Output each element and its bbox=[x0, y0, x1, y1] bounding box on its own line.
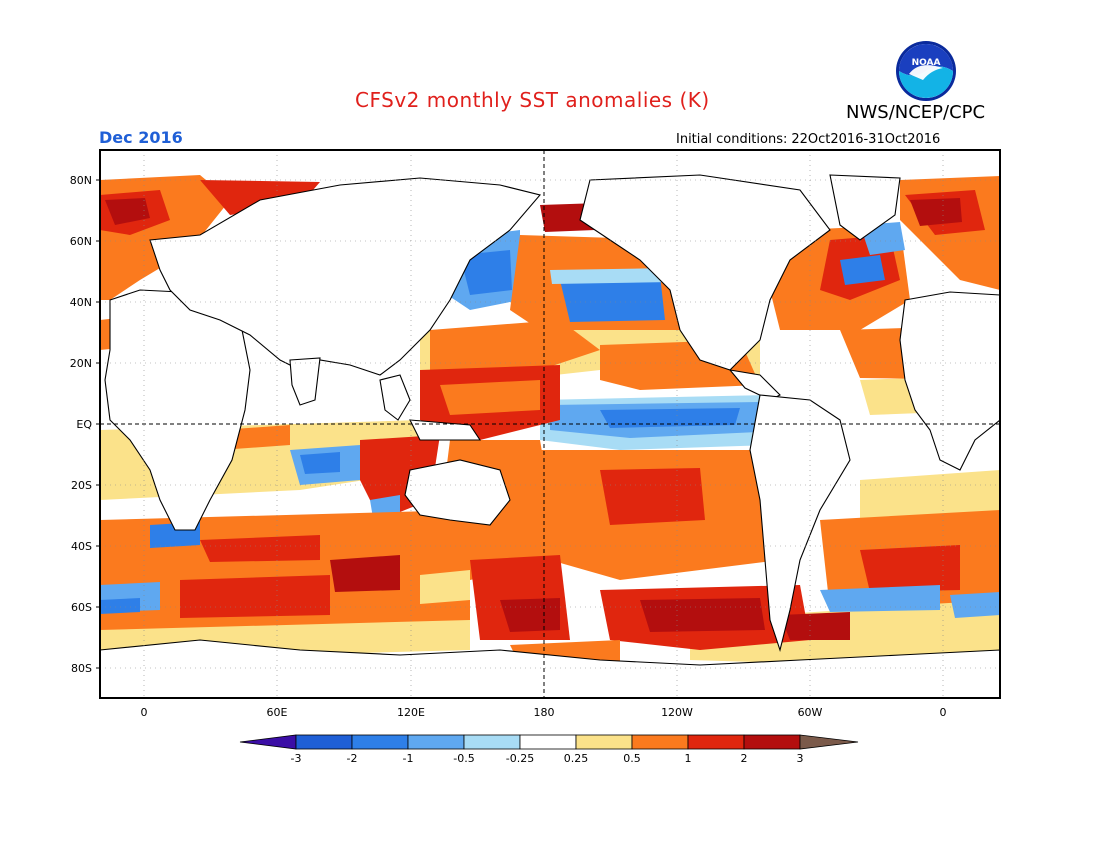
colorbar-label: -3 bbox=[291, 752, 302, 765]
anomaly-field bbox=[100, 150, 1000, 698]
colorbar: -3 -2 -1 -0.5 -0.25 0.25 0.5 1 2 3 bbox=[239, 734, 859, 765]
lat-label: 20S bbox=[71, 479, 92, 492]
colorbar-arrow-low bbox=[239, 734, 297, 750]
noaa-logo: NOAA bbox=[896, 41, 956, 101]
lat-label: 60N bbox=[70, 235, 92, 248]
lat-label: 60S bbox=[71, 601, 92, 614]
colorbar-label: 0.25 bbox=[564, 752, 589, 765]
lat-label: 40S bbox=[71, 540, 92, 553]
lon-label: 120E bbox=[397, 706, 425, 719]
colorbar-label: 2 bbox=[741, 752, 748, 765]
colorbar-swatch bbox=[575, 734, 633, 750]
noaa-logo-text: NOAA bbox=[912, 58, 941, 68]
colorbar-label: -2 bbox=[347, 752, 358, 765]
initial-conditions: Initial conditions: 22Oct2016-31Oct2016 bbox=[672, 132, 940, 147]
colorbar-label: 1 bbox=[685, 752, 692, 765]
colorbar-label: -1 bbox=[403, 752, 414, 765]
colorbar-label: 0.5 bbox=[623, 752, 641, 765]
lon-label: 0 bbox=[141, 706, 148, 719]
initial-conditions-label: Initial conditions: bbox=[676, 132, 788, 147]
colorbar-label: 3 bbox=[797, 752, 804, 765]
colorbar-label: -0.25 bbox=[506, 752, 534, 765]
colorbar-swatch bbox=[519, 734, 577, 750]
lon-label: 60W bbox=[798, 706, 823, 719]
lat-axis: 80N 60N 40N 20N EQ 20S 40S 60S 80S bbox=[70, 174, 100, 675]
colorbar-swatch bbox=[743, 734, 801, 750]
colorbar-swatch bbox=[631, 734, 689, 750]
lon-axis: 0 60E 120E 180 120W 60W 0 bbox=[141, 706, 947, 719]
continents bbox=[100, 174, 1000, 698]
colorbar-swatch bbox=[463, 734, 521, 750]
lat-label: 20N bbox=[70, 357, 92, 370]
forecast-month: Dec 2016 bbox=[99, 128, 183, 147]
grid-lines bbox=[100, 150, 1000, 698]
agency-label: NWS/NCEP/CPC bbox=[846, 102, 986, 123]
lon-label: 120W bbox=[661, 706, 693, 719]
lat-label: 40N bbox=[70, 296, 92, 309]
lat-label: 80S bbox=[71, 662, 92, 675]
lat-label: EQ bbox=[76, 418, 92, 431]
colorbar-swatch bbox=[407, 734, 465, 750]
initial-conditions-value: 22Oct2016-31Oct2016 bbox=[791, 132, 941, 147]
lon-label: 60E bbox=[267, 706, 288, 719]
lon-label: 0 bbox=[940, 706, 947, 719]
colorbar-arrow-high bbox=[799, 734, 859, 750]
colorbar-swatch bbox=[687, 734, 745, 750]
colorbar-swatch bbox=[295, 734, 353, 750]
lat-label: 80N bbox=[70, 174, 92, 187]
colorbar-label: -0.5 bbox=[453, 752, 474, 765]
colorbar-swatch bbox=[351, 734, 409, 750]
map-title: CFSv2 monthly SST anomalies (K) bbox=[355, 88, 710, 112]
lon-label: 180 bbox=[534, 706, 555, 719]
